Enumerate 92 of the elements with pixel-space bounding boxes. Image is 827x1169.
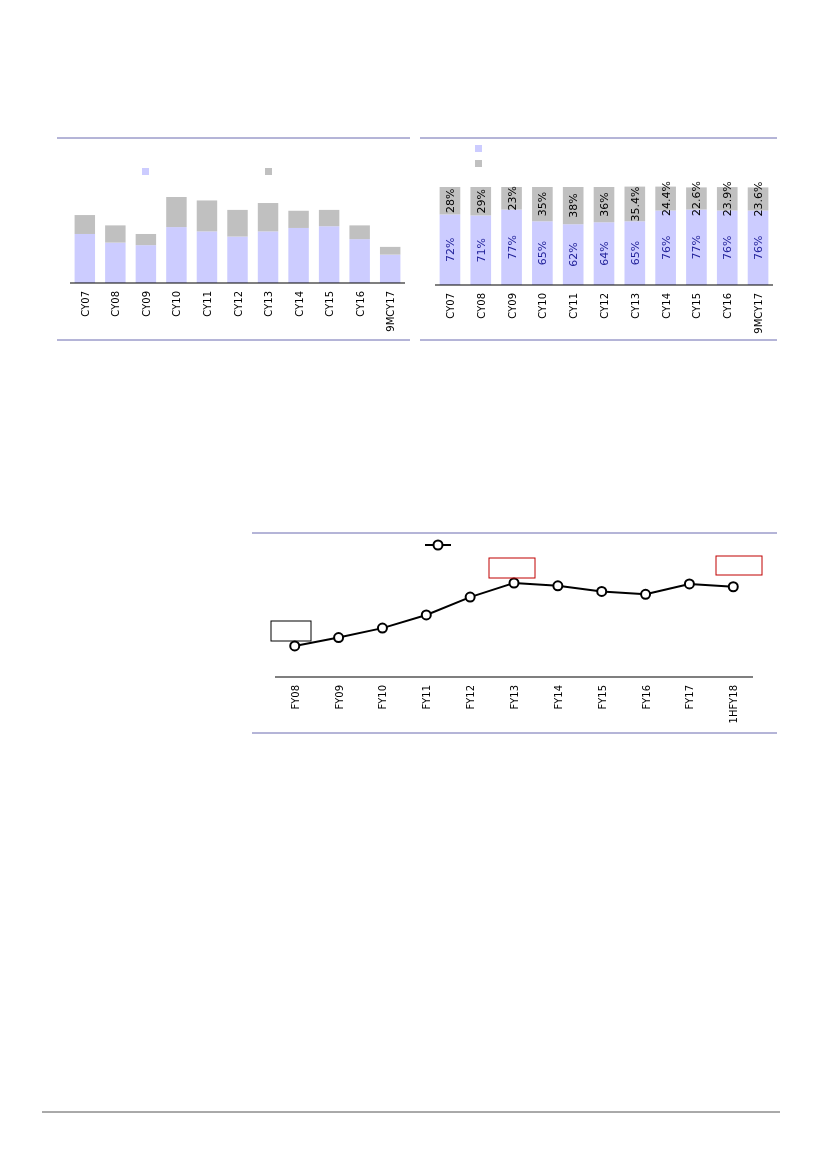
x-tick-label: CY10 (171, 291, 183, 317)
data-label: 29% (474, 188, 488, 214)
bar (227, 209, 248, 237)
data-label: 22.6% (690, 180, 704, 216)
data-label: 24.4% (659, 181, 673, 217)
x-tick-label: FY13 (509, 685, 520, 710)
bar (379, 246, 401, 255)
x-tick-label: 9MCY17 (385, 291, 397, 332)
x-tick-label: CY09 (506, 293, 518, 319)
bar (318, 226, 340, 283)
bar (501, 209, 522, 285)
x-tick-label: CY07 (79, 291, 91, 317)
x-tick-label: CY14 (293, 291, 305, 317)
data-label: 35.4% (628, 186, 642, 222)
bar (166, 197, 187, 228)
point (552, 580, 564, 592)
bar (318, 209, 340, 227)
bar (532, 221, 553, 285)
point (333, 632, 345, 644)
x-tick-label: CY13 (629, 293, 641, 319)
x-tick-label: FY12 (465, 685, 477, 710)
bar (624, 221, 646, 285)
x-tick-label: CY08 (110, 291, 122, 317)
data-label: 65% (536, 240, 550, 266)
point (420, 609, 432, 621)
data-label: 72% (443, 237, 457, 262)
data-label: 64% (598, 241, 611, 266)
point (727, 581, 739, 593)
bar (288, 210, 309, 228)
bar (135, 245, 157, 283)
data-label: 65% (628, 240, 642, 266)
x-tick-label: CY14 (660, 293, 672, 319)
data-label: 23.6% (752, 181, 766, 217)
x-tick-label: FY15 (596, 685, 608, 710)
x-tick-label: CY11 (201, 291, 213, 317)
bar (227, 236, 248, 283)
x-tick-label: FY10 (377, 685, 389, 710)
data-label: 76% (752, 235, 766, 260)
data-label: 28% (443, 188, 457, 213)
bar (349, 225, 370, 240)
bar (135, 233, 157, 246)
x-tick-label: CY13 (263, 291, 275, 317)
bar (349, 239, 370, 283)
x-tick-label: FY17 (684, 685, 696, 710)
point (596, 585, 608, 597)
x-tick-label: CY16 (722, 293, 734, 319)
data-label: 76% (721, 235, 735, 260)
point (640, 588, 652, 600)
bar (288, 227, 309, 283)
x-tick-label: CY11 (568, 293, 580, 319)
bar (74, 215, 96, 234)
x-tick-label: 9MCY17 (753, 293, 765, 334)
x-tick-label: FY11 (421, 685, 433, 710)
x-tick-label: FY09 (333, 685, 345, 710)
x-tick-label: CY10 (537, 293, 549, 319)
x-tick-label: CY12 (232, 291, 244, 317)
bar (196, 200, 218, 232)
bar (562, 224, 584, 285)
x-tick-label: CY15 (691, 293, 703, 319)
bar (105, 225, 126, 243)
data-label: 77% (505, 235, 519, 260)
data-label: 38% (567, 193, 581, 218)
x-tick-label: CY12 (599, 293, 610, 319)
data-label: 35% (536, 191, 550, 217)
x-tick-label: FY16 (640, 685, 652, 710)
data-label: 23% (505, 186, 519, 211)
bar (166, 227, 187, 283)
data-label: 77% (690, 235, 704, 260)
bar (196, 231, 218, 283)
x-tick-label: FY14 (552, 685, 564, 710)
x-tick-label: CY08 (475, 293, 487, 319)
data-label: 36% (598, 192, 611, 217)
x-tick-label: CY09 (140, 291, 152, 317)
bar (379, 254, 401, 283)
x-tick-label: CY07 (444, 293, 456, 319)
point (464, 591, 476, 603)
x-tick-label: CY16 (354, 291, 366, 317)
x-tick-label: FY08 (289, 685, 301, 710)
bar (257, 231, 279, 283)
data-label: 23.9% (721, 181, 735, 217)
data-label: 71% (474, 237, 488, 263)
data-label: 76% (659, 235, 673, 260)
x-tick-label: 1HFY18 (728, 685, 740, 724)
bar (257, 203, 279, 232)
data-label: 62% (567, 242, 581, 267)
bar (470, 215, 492, 285)
x-tick-label: CY15 (324, 291, 336, 317)
point (683, 578, 695, 590)
point (289, 640, 301, 652)
bar (105, 242, 126, 283)
point (376, 622, 388, 634)
bar (74, 233, 96, 283)
